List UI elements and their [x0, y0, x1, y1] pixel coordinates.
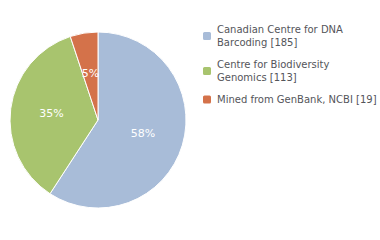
svg-text:58%: 58%: [131, 127, 155, 140]
svg-text:5%: 5%: [82, 67, 99, 80]
svg-text:Mined from GenBank, NCBI [19]: Mined from GenBank, NCBI [19]: [217, 94, 377, 105]
svg-text:Genomics [113]: Genomics [113]: [217, 72, 297, 83]
svg-text:Barcoding [185]: Barcoding [185]: [217, 37, 297, 48]
svg-text:Centre for Biodiversity: Centre for Biodiversity: [217, 59, 330, 70]
svg-text:Canadian Centre for DNA: Canadian Centre for DNA: [217, 24, 343, 35]
svg-text:35%: 35%: [39, 107, 63, 120]
